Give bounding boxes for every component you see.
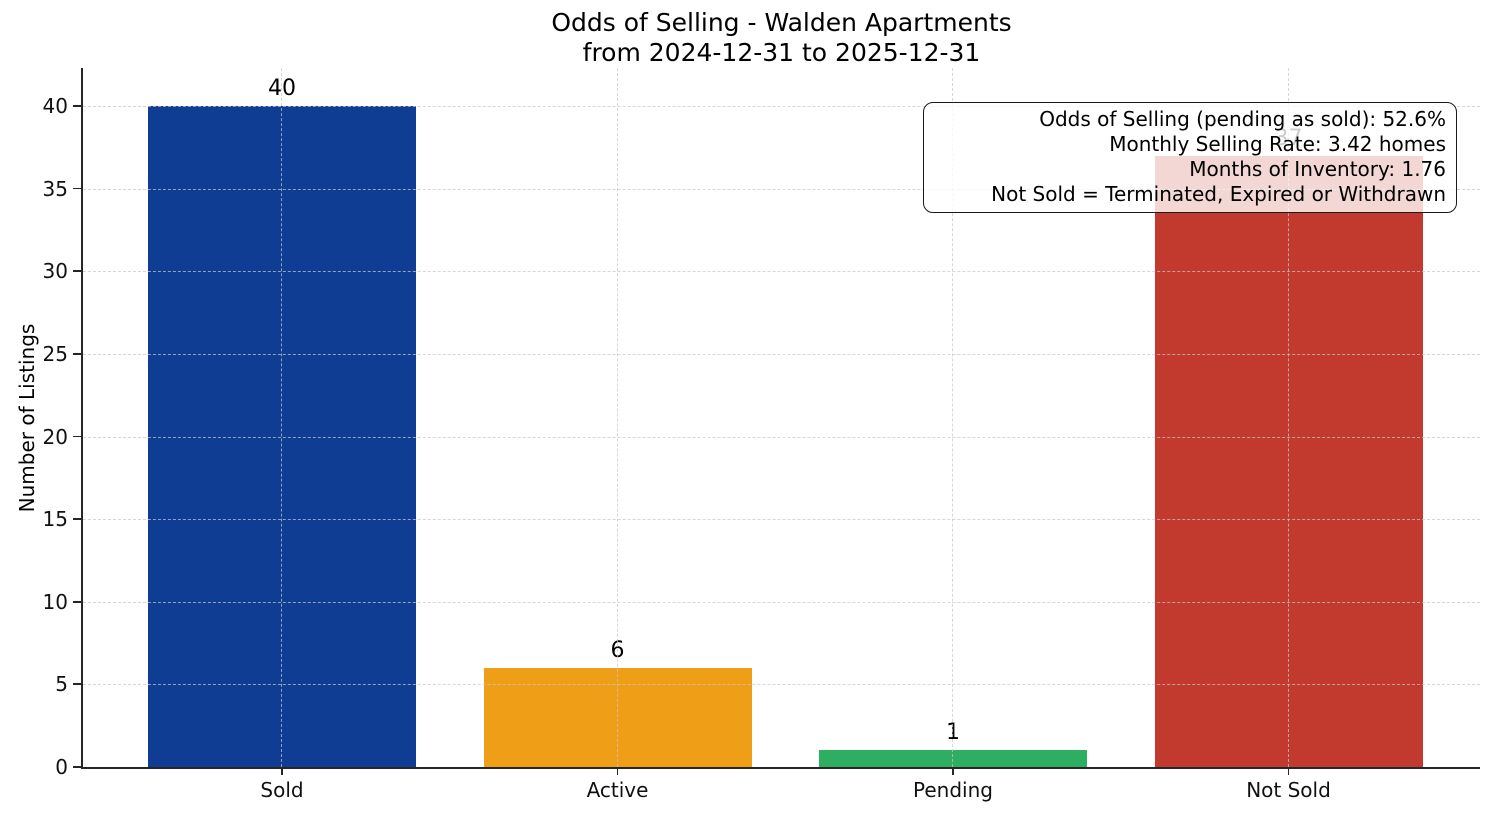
x-tick-mark (616, 767, 619, 775)
bar-active (483, 667, 752, 767)
y-tick-mark (73, 766, 81, 768)
x-tick-label: Active (586, 778, 649, 802)
y-tick-mark (73, 600, 81, 603)
gridline-horizontal (83, 106, 1480, 107)
gridline-horizontal (83, 519, 1480, 521)
y-tick-mark (73, 270, 81, 273)
annotation-line-monthly-rate: Monthly Selling Rate: 3.42 homes (1109, 132, 1446, 156)
x-axis-line (81, 766, 1480, 770)
y-axis-line (81, 68, 84, 767)
bar-value-label: 1 (946, 720, 960, 746)
gridline-horizontal (83, 601, 1480, 603)
x-tick-label: Sold (260, 778, 304, 802)
y-tick-mark (73, 352, 81, 355)
chart-subtitle: from 2024-12-31 to 2025-12-31 (582, 38, 981, 67)
chart-title-block: Odds of Selling - Walden Apartments from… (83, 8, 1480, 68)
bar-pending (819, 750, 1087, 767)
stats-annotation-box: Odds of Selling (pending as sold): 52.6%… (923, 102, 1457, 213)
plot-area: 406137 (81, 68, 1480, 770)
y-tick-label: 10 (42, 589, 68, 614)
y-tick-label: 15 (42, 507, 68, 532)
gridline-vertical (952, 68, 953, 767)
y-tick-mark (73, 683, 81, 686)
annotation-line-not-sold-definition: Not Sold = Terminated, Expired or Withdr… (991, 182, 1446, 206)
y-tick-label: 35 (42, 176, 68, 201)
y-tick-label: 5 (55, 672, 68, 697)
annotation-line-odds: Odds of Selling (pending as sold): 52.6% (1039, 107, 1446, 131)
y-tick-label: 30 (42, 259, 68, 284)
y-tick-label: 20 (42, 424, 68, 449)
gridline-horizontal (83, 271, 1480, 273)
gridline-vertical (616, 68, 618, 767)
y-tick-mark (73, 435, 81, 438)
gridline-vertical (281, 68, 282, 767)
y-tick-label: 0 (55, 755, 68, 779)
x-tick-mark (281, 767, 283, 775)
bar-not-sold (1154, 155, 1423, 767)
x-tick-label: Pending (913, 778, 993, 802)
gridline-horizontal (83, 436, 1480, 438)
y-tick-label: 40 (42, 94, 68, 118)
bar-value-label: 6 (610, 637, 625, 663)
gridline-horizontal (83, 188, 1480, 190)
y-tick-mark (73, 187, 81, 190)
y-tick-mark (73, 518, 81, 520)
y-tick-mark (73, 105, 81, 107)
bar-value-label: 40 (268, 76, 296, 101)
gridline-horizontal (83, 684, 1480, 686)
x-tick-mark (952, 767, 954, 775)
x-tick-mark (1287, 767, 1290, 775)
chart-title: Odds of Selling - Walden Apartments (551, 8, 1012, 37)
annotation-line-inventory: Months of Inventory: 1.76 (1189, 157, 1446, 181)
gridline-vertical (1287, 68, 1289, 767)
x-tick-label: Not Sold (1246, 778, 1331, 802)
gridline-horizontal (83, 353, 1480, 355)
y-tick-label: 25 (42, 341, 68, 366)
